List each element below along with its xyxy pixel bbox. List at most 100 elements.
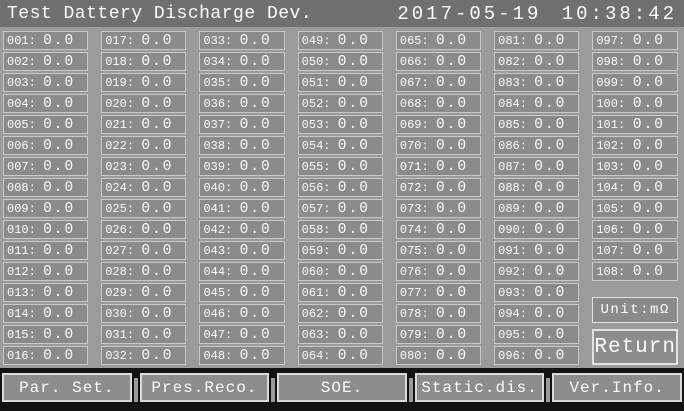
cell-028: 028: 0.0 xyxy=(101,262,187,281)
cell-label: 051: xyxy=(301,75,331,90)
cell-label: 064: xyxy=(301,348,331,363)
cell-106: 106: 0.0 xyxy=(592,220,678,239)
cell-label: 088: xyxy=(498,180,527,195)
cell-label: 085: xyxy=(498,117,527,132)
menu-button-soe[interactable]: SOE. xyxy=(277,373,407,402)
menu-button-static-dis[interactable]: Static.dis. xyxy=(414,373,545,402)
cell-value: 0.0 xyxy=(534,137,567,154)
cell-020: 020: 0.0 xyxy=(101,94,187,113)
unit-label: Unit:mΩ xyxy=(592,297,678,323)
cell-value: 0.0 xyxy=(43,326,76,343)
cell-label: 099: xyxy=(596,75,626,90)
cell-value: 0.0 xyxy=(337,158,370,175)
cell-107: 107: 0.0 xyxy=(592,241,678,260)
cell-037: 037: 0.0 xyxy=(199,115,285,134)
cell-value: 0.0 xyxy=(239,95,272,112)
cell-054: 054: 0.0 xyxy=(297,136,383,155)
cell-label: 011: xyxy=(7,243,36,258)
cell-label: 103: xyxy=(596,159,626,174)
cell-label: 043: xyxy=(203,243,233,258)
cell-label: 044: xyxy=(203,264,233,279)
cell-value: 0.0 xyxy=(141,53,174,70)
cell-015: 015: 0.0 xyxy=(3,325,89,344)
cell-016: 016: 0.0 xyxy=(3,346,89,365)
cell-013: 013: 0.0 xyxy=(3,283,89,302)
cell-label: 089: xyxy=(498,201,527,216)
cell-value: 0.0 xyxy=(534,221,567,238)
cell-value: 0.0 xyxy=(43,116,76,133)
cell-103: 103: 0.0 xyxy=(592,157,678,176)
cell-label: 055: xyxy=(301,159,331,174)
cell-102: 102: 0.0 xyxy=(592,136,678,155)
cell-label: 042: xyxy=(203,222,233,237)
cell-label: 035: xyxy=(203,75,233,90)
button-divider xyxy=(271,378,276,402)
cell-value: 0.0 xyxy=(337,305,370,322)
cell-value: 0.0 xyxy=(436,158,469,175)
cell-035: 035: 0.0 xyxy=(199,73,285,92)
cell-label: 054: xyxy=(301,138,331,153)
cell-label: 069: xyxy=(399,117,429,132)
cell-value: 0.0 xyxy=(239,284,272,301)
cell-068: 068: 0.0 xyxy=(395,94,482,113)
cell-label: 091: xyxy=(498,243,527,258)
cell-002: 002: 0.0 xyxy=(3,52,89,71)
cell-101: 101: 0.0 xyxy=(592,115,678,134)
cell-034: 034: 0.0 xyxy=(199,52,285,71)
cell-063: 063: 0.0 xyxy=(297,325,383,344)
cell-label: 084: xyxy=(498,96,527,111)
cell-096: 096: 0.0 xyxy=(494,346,580,365)
cell-value: 0.0 xyxy=(534,179,567,196)
cell-value: 0.0 xyxy=(632,158,665,175)
title-bar: Test Dattery Discharge Dev. 2017-05-19 1… xyxy=(0,0,684,27)
cell-value: 0.0 xyxy=(534,284,567,301)
cell-label: 090: xyxy=(498,222,527,237)
cell-value: 0.0 xyxy=(436,32,469,49)
cell-100: 100: 0.0 xyxy=(592,94,678,113)
cell-044: 044: 0.0 xyxy=(199,262,285,281)
cell-066: 066: 0.0 xyxy=(395,52,482,71)
cell-label: 070: xyxy=(399,138,429,153)
cell-value: 0.0 xyxy=(43,137,76,154)
cell-label: 072: xyxy=(399,180,429,195)
page-title: Test Dattery Discharge Dev. xyxy=(7,3,313,24)
menu-button-pres-reco[interactable]: Pres.Reco. xyxy=(139,373,270,402)
cell-value: 0.0 xyxy=(239,74,272,91)
cell-099: 099: 0.0 xyxy=(592,73,678,92)
cell-label: 065: xyxy=(399,33,429,48)
cell-value: 0.0 xyxy=(436,263,469,280)
cell-value: 0.0 xyxy=(141,137,174,154)
cell-value: 0.0 xyxy=(436,116,469,133)
cell-023: 023: 0.0 xyxy=(101,157,187,176)
cell-label: 046: xyxy=(203,306,233,321)
cell-value: 0.0 xyxy=(239,137,272,154)
cell-011: 011: 0.0 xyxy=(3,241,89,260)
cell-label: 037: xyxy=(203,117,233,132)
cell-091: 091: 0.0 xyxy=(494,241,580,260)
menu-button-ver-info[interactable]: Ver.Info. xyxy=(552,373,682,402)
menu-button-par-set[interactable]: Par. Set. xyxy=(2,373,132,402)
button-divider xyxy=(133,378,138,402)
cell-069: 069: 0.0 xyxy=(395,115,482,134)
cell-049: 049: 0.0 xyxy=(297,31,383,50)
cell-value: 0.0 xyxy=(141,263,174,280)
cell-026: 026: 0.0 xyxy=(101,220,187,239)
cell-value: 0.0 xyxy=(43,200,76,217)
cell-009: 009: 0.0 xyxy=(3,199,89,218)
cell-value: 0.0 xyxy=(43,347,76,364)
cell-value: 0.0 xyxy=(436,221,469,238)
cell-value: 0.0 xyxy=(239,200,272,217)
cell-008: 008: 0.0 xyxy=(3,178,89,197)
cell-079: 079: 0.0 xyxy=(395,325,482,344)
cell-060: 060: 0.0 xyxy=(297,262,383,281)
cell-024: 024: 0.0 xyxy=(101,178,187,197)
return-button[interactable]: Return xyxy=(592,329,678,365)
cell-value: 0.0 xyxy=(337,263,370,280)
cell-value: 0.0 xyxy=(239,116,272,133)
cell-value: 0.0 xyxy=(43,242,76,259)
cell-105: 105: 0.0 xyxy=(592,199,678,218)
cell-label: 028: xyxy=(105,264,135,279)
cell-label: 007: xyxy=(7,159,36,174)
cell-label: 001: xyxy=(7,33,36,48)
cell-040: 040: 0.0 xyxy=(199,178,285,197)
